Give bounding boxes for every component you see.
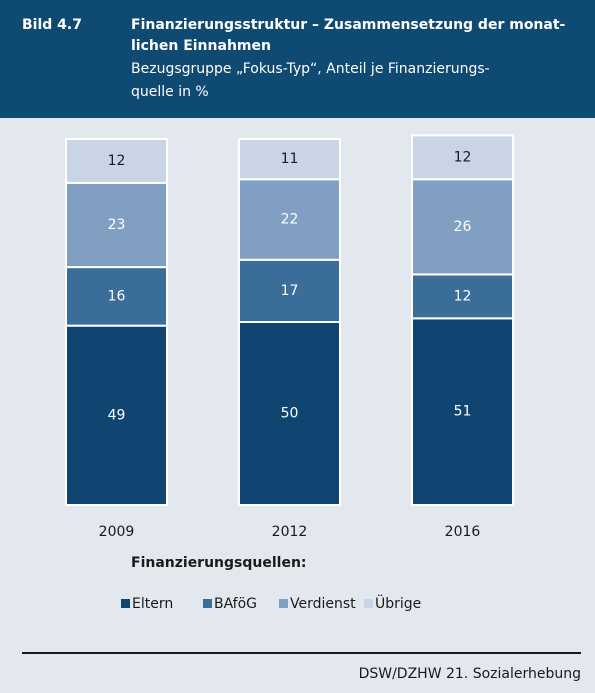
- value-label: 51: [454, 404, 472, 420]
- title: Finanzierungsstruktur – Zusammensetzung …: [131, 17, 566, 33]
- legend-swatch: [364, 599, 373, 608]
- header-band: [0, 0, 595, 118]
- bar-segment: [238, 138, 341, 181]
- value-label: 12: [454, 288, 472, 304]
- title: lichen Einnahmen: [131, 38, 271, 54]
- subtitle: Bezugsgruppe „Fokus-Typ“, Anteil je Fina…: [131, 61, 490, 77]
- legend-title: Finanzierungsquellen:: [131, 555, 307, 571]
- bar-segment: [411, 317, 514, 506]
- bar-segment: [65, 324, 168, 506]
- value-label: 26: [454, 219, 472, 235]
- figure-label: Bild 4.7: [22, 17, 82, 33]
- value-label: 50: [281, 406, 299, 422]
- bar-segment: [65, 138, 168, 184]
- x-tick-label: 2009: [99, 524, 135, 540]
- bar-segment: [238, 258, 341, 323]
- bar-segment: [238, 321, 341, 506]
- bar-segment: [65, 266, 168, 327]
- value-label: 22: [281, 212, 299, 228]
- value-label: 17: [281, 283, 299, 299]
- value-label: 11: [281, 151, 299, 167]
- legend-label: Eltern: [132, 596, 173, 612]
- bar-segment: [238, 178, 341, 261]
- bar-segment: [411, 178, 514, 276]
- bar-segment: [411, 273, 514, 320]
- legend-label: BAföG: [214, 596, 257, 612]
- bar-segment: [65, 181, 168, 269]
- source: DSW/DZHW 21. Sozialerhebung: [359, 666, 581, 682]
- value-label: 49: [108, 407, 126, 423]
- value-label: 23: [108, 217, 126, 233]
- legend-swatch: [203, 599, 212, 608]
- value-label: 12: [454, 149, 472, 165]
- legend-label: Verdienst: [290, 596, 356, 612]
- value-label: 16: [108, 288, 126, 304]
- value-label: 12: [108, 153, 126, 169]
- subtitle: quelle in %: [131, 84, 209, 100]
- x-tick-label: 2012: [272, 524, 308, 540]
- legend-swatch: [279, 599, 288, 608]
- bar-segment: [411, 134, 514, 181]
- x-tick-label: 2016: [445, 524, 481, 540]
- legend-label: Übrige: [375, 594, 421, 612]
- legend-swatch: [121, 599, 130, 608]
